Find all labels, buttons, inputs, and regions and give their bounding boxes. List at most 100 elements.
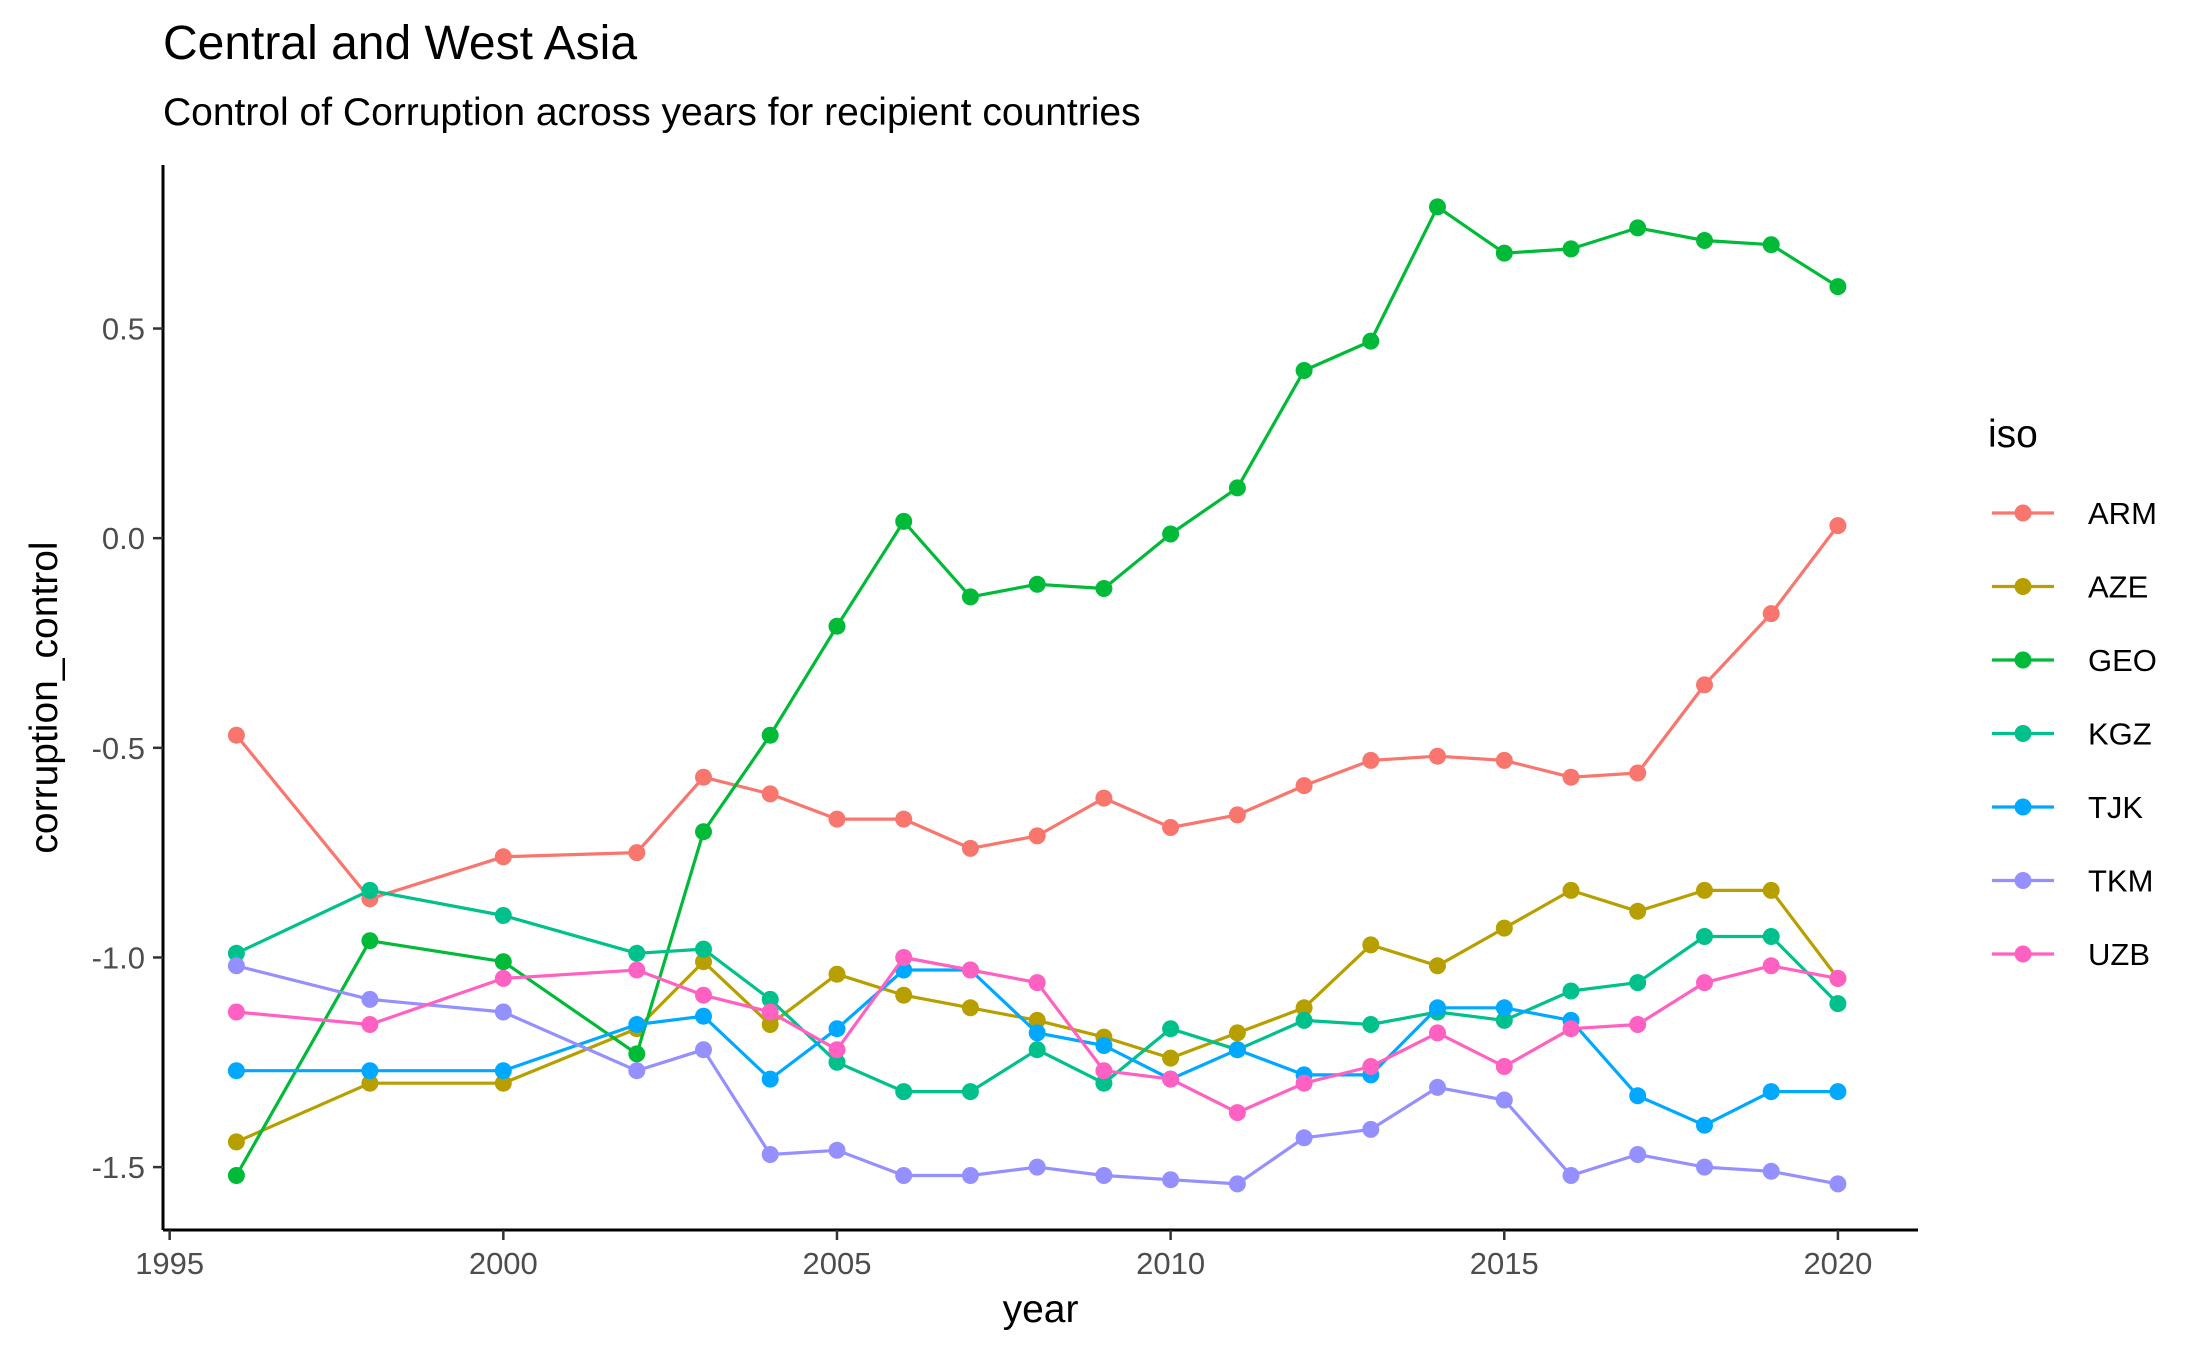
y-tick-label: -1.0: [92, 940, 145, 975]
data-point-geo: [1162, 525, 1180, 543]
data-point-tkm: [494, 1003, 512, 1021]
data-point-geo: [828, 617, 846, 635]
data-point-geo: [1829, 278, 1847, 296]
legend-label: GEO: [2088, 643, 2157, 678]
data-point-tkm: [1429, 1078, 1446, 1096]
data-point-tkm: [1228, 1175, 1246, 1193]
legend-label: ARM: [2088, 496, 2157, 531]
data-point-arm: [1028, 827, 1046, 845]
legend-title: iso: [1988, 413, 2038, 456]
data-point-arm: [1162, 819, 1180, 836]
data-point-tjk: [828, 1020, 846, 1038]
data-point-tkm: [961, 1167, 979, 1184]
data-point-geo: [1228, 479, 1246, 497]
data-point-kgz: [828, 1053, 846, 1071]
data-point-uzb: [1429, 1024, 1446, 1042]
data-point-aze: [1228, 1024, 1246, 1042]
data-point-arm: [828, 810, 846, 828]
y-axis-title: corruption_control: [23, 541, 66, 853]
data-point-uzb: [761, 1003, 779, 1021]
data-point-geo: [227, 1167, 245, 1184]
chart-title: Central and West Asia: [163, 17, 638, 70]
data-point-tjk: [1762, 1083, 1780, 1101]
data-point-geo: [494, 953, 512, 971]
data-point-geo: [895, 512, 913, 530]
data-point-tjk: [761, 1070, 779, 1088]
data-point-tkm: [1162, 1171, 1180, 1189]
data-point-tjk: [628, 1016, 646, 1033]
data-point-uzb: [494, 969, 512, 987]
x-tick-label: 1995: [135, 1246, 204, 1281]
data-point-uzb: [1495, 1058, 1513, 1075]
series-tjk: [227, 961, 1847, 1134]
data-point-tkm: [1095, 1167, 1113, 1184]
legend-label: UZB: [2088, 937, 2150, 972]
data-point-geo: [1495, 244, 1513, 262]
data-point-aze: [1295, 999, 1313, 1017]
x-axis-title: year: [1003, 1288, 1079, 1331]
legend-item-uzb: UZB: [1992, 937, 2150, 972]
data-point-arm: [961, 839, 979, 857]
data-point-tkm: [1762, 1162, 1780, 1180]
data-point-tjk: [695, 1007, 712, 1025]
data-point-tjk: [494, 1062, 512, 1080]
data-point-geo: [761, 726, 779, 744]
x-tick-label: 2005: [802, 1246, 871, 1281]
series-tkm: [227, 957, 1847, 1193]
data-point-tjk: [1429, 999, 1446, 1017]
data-point-kgz: [695, 940, 712, 958]
axes: 1995 2000 2005 2010 2015 2020 -1.5 -1.0 -0.5 0.0 0…: [23, 165, 1918, 1331]
data-point-tkm: [828, 1141, 846, 1159]
data-point-kgz: [761, 990, 779, 1008]
legend-item-arm: ARM: [1992, 496, 2157, 531]
data-point-aze: [761, 1016, 779, 1033]
data-point-aze: [227, 1133, 245, 1151]
data-point-aze: [961, 999, 979, 1017]
data-point-uzb: [1028, 974, 1046, 992]
series-line-arm: [235, 524, 1840, 901]
data-point-tkm: [895, 1167, 913, 1184]
data-point-aze: [1162, 1049, 1180, 1067]
data-point-kgz: [895, 1083, 913, 1101]
data-point-kgz: [1495, 1011, 1513, 1029]
data-point-kgz: [361, 881, 379, 899]
y-tick-label: -0.5: [92, 731, 145, 766]
data-point-uzb: [695, 986, 712, 1004]
data-point-arm: [1095, 789, 1113, 807]
series-geo: [227, 198, 1847, 1184]
data-point-geo: [1696, 232, 1713, 249]
data-point-kgz: [1829, 995, 1847, 1013]
data-point-arm: [1696, 676, 1713, 694]
data-point-arm: [895, 810, 913, 828]
series-arm: [227, 517, 1847, 908]
data-point-kgz: [227, 944, 245, 962]
data-point-tjk: [1495, 999, 1513, 1017]
data-point-kgz: [1629, 974, 1647, 992]
data-point-tjk: [227, 1062, 245, 1080]
data-point-arm: [1495, 751, 1513, 769]
data-point-tjk: [1696, 1116, 1713, 1134]
data-point-arm: [494, 848, 512, 866]
data-point-uzb: [895, 949, 913, 966]
data-point-arm: [1295, 777, 1313, 795]
data-point-kgz: [1562, 982, 1580, 1000]
data-point-tjk: [1829, 1083, 1847, 1101]
series-uzb: [227, 949, 1847, 1122]
data-point-tkm: [628, 1062, 646, 1080]
legend-label: TJK: [2088, 790, 2143, 825]
data-point-kgz: [1028, 1041, 1046, 1059]
data-point-geo: [1095, 580, 1113, 597]
data-point-geo: [1629, 219, 1647, 237]
data-point-aze: [1629, 902, 1647, 920]
data-point-geo: [1429, 198, 1446, 216]
series-layer: [227, 198, 1847, 1193]
legend-item-geo: GEO: [1992, 643, 2157, 678]
legend-key-point: [2014, 872, 2032, 889]
data-point-aze: [828, 965, 846, 983]
legend-label: AZE: [2088, 570, 2148, 605]
legend-item-tkm: TKM: [1992, 864, 2153, 899]
data-point-tkm: [227, 957, 245, 975]
data-point-uzb: [1762, 957, 1780, 975]
data-point-kgz: [1295, 1011, 1313, 1029]
data-point-tkm: [1562, 1167, 1580, 1184]
